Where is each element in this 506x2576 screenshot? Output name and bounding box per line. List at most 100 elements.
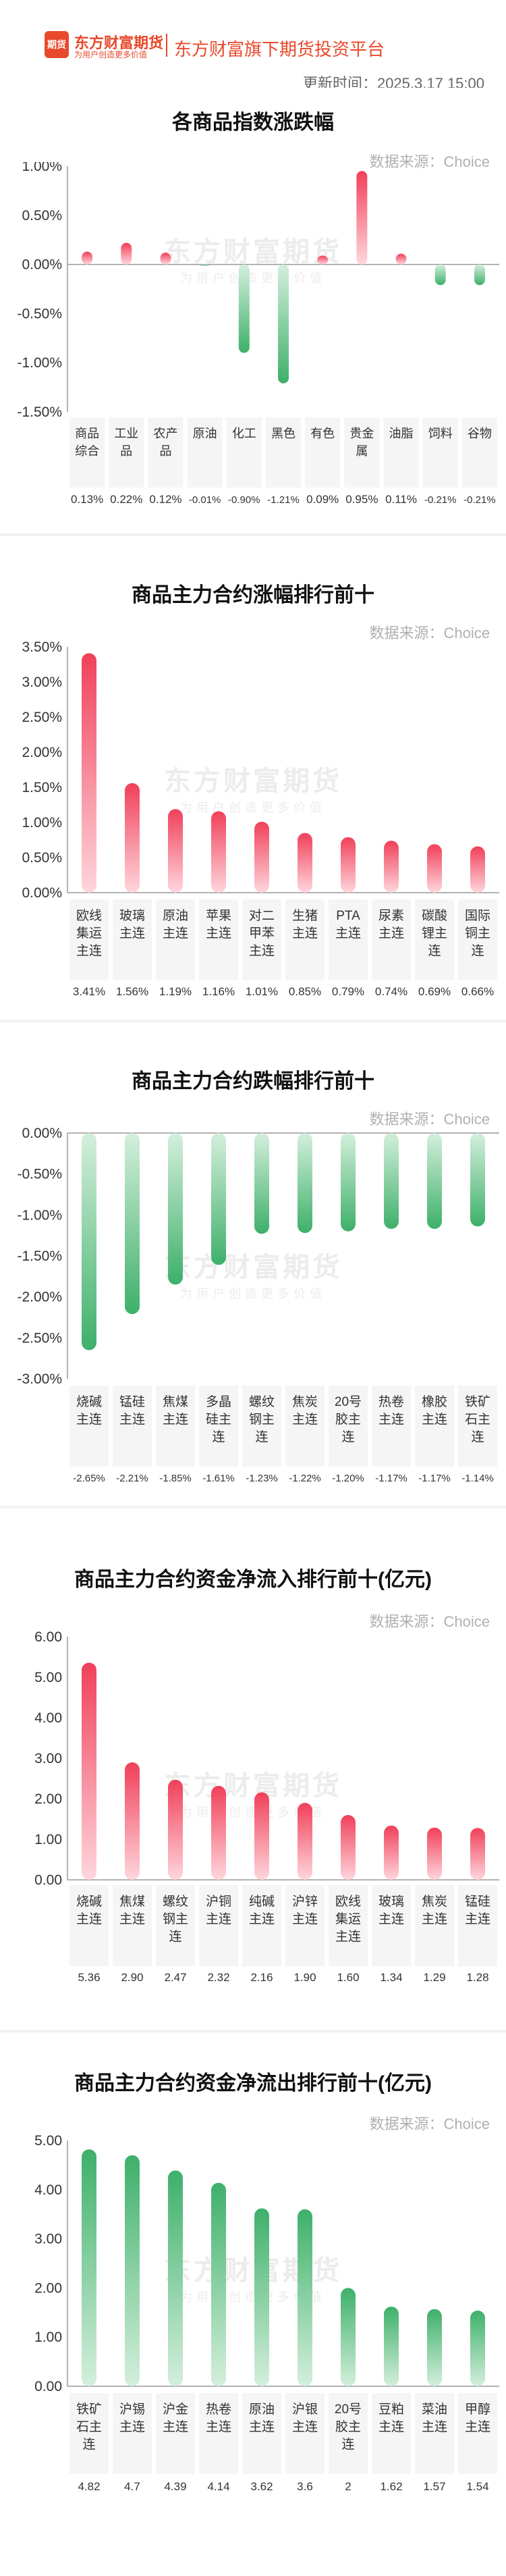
bar bbox=[168, 2170, 183, 2386]
category-label: 铁矿石主连 bbox=[465, 1394, 490, 1444]
category-label: 菜油主连 bbox=[422, 2402, 447, 2434]
chart-net-outflow: 5.00 4.00 3.00 2.00 1.00 0.00 铁矿石主连 4.82 沪锡主连 4.7… bbox=[34, 2133, 499, 2493]
bar bbox=[470, 2310, 485, 2386]
category-label: 原油主连 bbox=[163, 908, 188, 941]
value-label: 0.11% bbox=[385, 493, 417, 506]
y-tick-label: 3.50% bbox=[22, 639, 62, 655]
y-tick-label: 5.00 bbox=[34, 1670, 62, 1685]
bar bbox=[278, 264, 289, 384]
y-tick-label: 2.00 bbox=[34, 2280, 62, 2296]
value-label: -0.21% bbox=[463, 494, 496, 506]
category-cell bbox=[69, 1885, 109, 1966]
category-label: 沪锡主连 bbox=[119, 2402, 145, 2434]
category-label: 20号胶主连 bbox=[335, 1395, 362, 1444]
bar bbox=[427, 1133, 442, 1229]
brand-name: 东方财富期货 bbox=[74, 34, 164, 51]
category-label: 烧碱主连 bbox=[76, 1894, 102, 1926]
y-tick-label: 4.00 bbox=[34, 2182, 62, 2198]
category-cell bbox=[242, 899, 281, 980]
category-cell bbox=[113, 1885, 152, 1966]
chart-top-gainers: 3.50% 3.00% 2.50% 2.00% 1.50% 1.00% 0.50% 0.00%… bbox=[22, 639, 499, 998]
category-label: 欧线集运主连 bbox=[335, 1894, 361, 1944]
value-label: 2.47 bbox=[164, 1971, 186, 1984]
bar bbox=[82, 251, 93, 265]
category-label: 有色 bbox=[310, 427, 335, 440]
bar bbox=[254, 1133, 269, 1234]
category-cell bbox=[156, 2393, 195, 2474]
category-cell bbox=[199, 1386, 238, 1467]
value-label: 0.22% bbox=[110, 493, 142, 506]
bar bbox=[341, 1133, 356, 1232]
category-cell bbox=[422, 417, 458, 488]
category-label: 沪银主连 bbox=[292, 2402, 318, 2434]
category-cell bbox=[415, 899, 454, 980]
y-tick-label: -1.50% bbox=[17, 1248, 62, 1264]
y-tick-label: 1.00 bbox=[34, 2330, 62, 2345]
section-top-gainers: 商品主力合约涨幅排行前十 数据来源：Choice 东方财富期货 为用户创造更多价… bbox=[0, 536, 506, 1020]
bar bbox=[254, 2208, 269, 2386]
value-label: 0.13% bbox=[71, 493, 103, 506]
value-label: 4.82 bbox=[78, 2480, 100, 2493]
bar bbox=[356, 171, 368, 265]
category-label: 玻璃主连 bbox=[378, 1894, 404, 1926]
value-label: -1.17% bbox=[375, 1473, 407, 1484]
value-label: -1.61% bbox=[202, 1473, 235, 1484]
section-title: 商品主力合约跌幅排行前十 bbox=[132, 1070, 374, 1093]
bar bbox=[121, 242, 132, 265]
category-label: 豆粕主连 bbox=[378, 2402, 404, 2434]
y-tick-label: 2.00 bbox=[34, 1791, 62, 1807]
y-tick-label: 4.00 bbox=[34, 1710, 62, 1726]
value-label: 0.12% bbox=[149, 493, 181, 506]
category-cell bbox=[372, 1885, 411, 1966]
category-cell bbox=[415, 1386, 454, 1467]
bar bbox=[238, 264, 250, 353]
y-tick-label: -0.50% bbox=[17, 1167, 62, 1182]
y-tick-label: 3.00 bbox=[34, 2232, 62, 2247]
category-cell bbox=[415, 1885, 454, 1966]
category-label: 国际铜主连 bbox=[465, 908, 490, 958]
y-tick-label: 2.00% bbox=[22, 745, 62, 760]
y-tick-label: 6.00 bbox=[34, 1629, 62, 1645]
value-label: 0.85% bbox=[289, 985, 321, 998]
value-label: 2.90 bbox=[121, 1971, 143, 1984]
category-label: 尿素主连 bbox=[378, 908, 404, 941]
section-index-change: 各商品指数涨跌幅 数据来源：Choice 东方财富期货 为用户创造更多价值 1.… bbox=[0, 88, 506, 533]
value-label: -0.01% bbox=[189, 494, 221, 506]
category-label: 商品综合 bbox=[75, 427, 99, 458]
y-tick-label: 1.00% bbox=[22, 162, 62, 174]
y-tick-label: 3.00% bbox=[22, 675, 62, 690]
bar bbox=[199, 264, 210, 266]
y-tick-label: -2.00% bbox=[17, 1290, 62, 1305]
value-label: 1.29 bbox=[423, 1971, 445, 1984]
category-label: 生猪主连 bbox=[292, 908, 318, 941]
category-cell bbox=[458, 1885, 497, 1966]
category-cell bbox=[199, 2393, 238, 2474]
category-label: 黑色 bbox=[271, 427, 296, 440]
value-label: -0.90% bbox=[228, 494, 260, 506]
data-source: 数据来源：Choice bbox=[369, 625, 490, 641]
category-cell bbox=[226, 417, 262, 488]
category-label: 玻璃主连 bbox=[119, 908, 145, 941]
y-tick-label: 0.50% bbox=[22, 208, 62, 224]
y-tick-label: 0.00 bbox=[34, 2379, 62, 2394]
y-tick-label: -1.00% bbox=[17, 355, 62, 371]
y-tick-label: 2.50% bbox=[22, 710, 62, 725]
y-tick-label: -2.50% bbox=[17, 1330, 62, 1346]
category-label: 20号胶主连 bbox=[335, 2402, 362, 2452]
section-divider bbox=[0, 1020, 506, 1022]
value-label: 1.90 bbox=[293, 1971, 316, 1984]
category-cell bbox=[458, 899, 497, 980]
brand-slogan: 为用户创造更多价值 bbox=[74, 50, 148, 59]
bar bbox=[211, 2182, 226, 2386]
category-label: 农产品 bbox=[153, 427, 177, 458]
value-label: 1.54 bbox=[466, 2480, 488, 2493]
category-cell bbox=[458, 2393, 497, 2474]
category-cell bbox=[187, 417, 223, 488]
value-label: 3.6 bbox=[297, 2480, 313, 2493]
bar bbox=[395, 253, 407, 265]
category-label: 欧线集运主连 bbox=[76, 908, 102, 958]
bar bbox=[427, 844, 442, 893]
category-label: 碳酸锂主连 bbox=[422, 908, 447, 958]
category-label: 纯碱主连 bbox=[249, 1894, 275, 1926]
value-label: 0.09% bbox=[306, 493, 339, 506]
